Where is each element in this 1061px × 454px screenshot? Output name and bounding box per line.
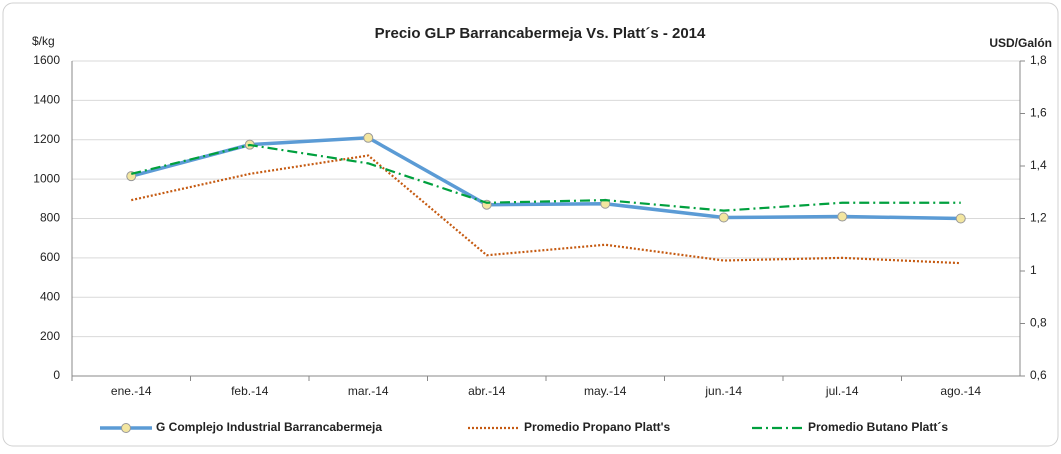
y2-tick-label: 0,6 [1030, 368, 1047, 382]
y2-tick-label: 1,2 [1030, 211, 1047, 225]
y-tick-label: 1000 [33, 171, 60, 185]
y-tick-label: 0 [53, 368, 60, 382]
series-line [131, 154, 961, 265]
x-tick-label: feb.-14 [231, 384, 269, 398]
y-tick-label: 600 [40, 250, 60, 264]
legend-label: Promedio Propano Platt's [524, 420, 671, 434]
y2-tick-label: 1 [1030, 263, 1037, 277]
x-tick-label: abr.-14 [468, 384, 506, 398]
y2-tick-label: 1,4 [1030, 158, 1047, 172]
y2-tick-label: 0,8 [1030, 316, 1047, 330]
y-tick-label: 200 [40, 329, 60, 343]
series-line [130, 143, 961, 212]
y-tick-label: 1200 [33, 132, 60, 146]
y-tick-label: 1600 [33, 53, 60, 67]
x-tick-label: jul.-14 [825, 384, 859, 398]
y-tick-label: 800 [40, 211, 60, 225]
chart-title: Precio GLP Barrancabermeja Vs. Platt´s -… [375, 25, 706, 42]
y2-tick-label: 1,6 [1030, 106, 1047, 120]
legend-label: G Complejo Industrial Barrancabermeja [156, 420, 382, 434]
chart-border [2, 2, 1059, 447]
x-tick-label: jun.-14 [704, 384, 742, 398]
point-marker [363, 132, 374, 143]
y2-tick-label: 1,8 [1030, 53, 1047, 67]
point-marker [955, 213, 966, 224]
x-tick-label: ago.-14 [940, 384, 981, 398]
y-tick-label: 1400 [33, 93, 60, 107]
x-tick-label: ene.-14 [111, 384, 152, 398]
y-tick-label: 400 [40, 289, 60, 303]
legend-label: Promedio Butano Platt´s [808, 420, 948, 434]
point-marker [837, 211, 848, 222]
series-line [130, 136, 961, 221]
x-tick-label: may.-14 [584, 384, 627, 398]
y-axis-label: $/kg [32, 34, 55, 48]
legend-marker [121, 423, 131, 433]
point-marker [718, 212, 729, 223]
y2-axis-label: USD/Galón [989, 36, 1052, 50]
x-tick-label: mar.-14 [348, 384, 389, 398]
